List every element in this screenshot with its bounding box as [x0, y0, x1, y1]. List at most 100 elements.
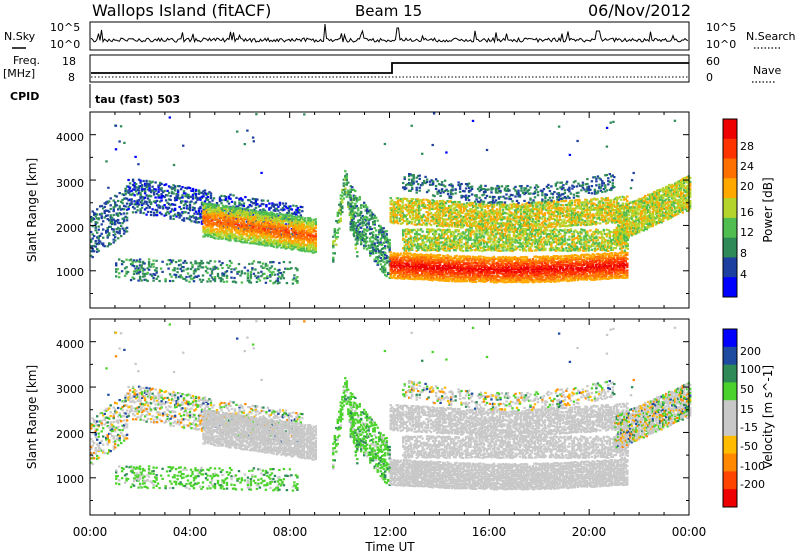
power-cell: [223, 233, 226, 236]
power-cell: [180, 276, 184, 279]
power-cell: [385, 230, 388, 233]
power-cell: [155, 267, 158, 270]
power-cell: [146, 185, 150, 188]
power-cell: [286, 218, 289, 221]
power-cell: [272, 209, 276, 212]
power-cell: [269, 222, 273, 225]
power-cell: [416, 271, 419, 275]
power-cell: [304, 250, 307, 253]
power-cell: [284, 230, 288, 234]
power-cell: [238, 236, 241, 239]
power-cell: [103, 245, 106, 248]
power-cell: [233, 221, 237, 224]
power-cell: [264, 277, 268, 280]
power-cell: [112, 241, 115, 244]
power-cell: [227, 222, 231, 225]
power-cell: [190, 195, 193, 198]
power-cell: [281, 242, 285, 245]
power-cell: [276, 282, 280, 285]
power-cell: [259, 204, 262, 207]
power-cell: [358, 233, 361, 236]
power-cell: [197, 197, 201, 200]
power-cell: [281, 273, 284, 276]
power-cell: [230, 208, 234, 211]
power-cell: [274, 231, 277, 234]
power-cell: [185, 204, 189, 207]
power-cell: [208, 231, 211, 234]
power-cell: [281, 245, 285, 248]
power-cell: [302, 238, 305, 242]
power-cell: [200, 195, 204, 198]
power-cell: [140, 202, 144, 205]
power-cell: [120, 270, 124, 273]
power-cell: [256, 203, 259, 206]
power-cell: [272, 261, 275, 264]
power-cell: [358, 226, 361, 229]
power-cell: [217, 237, 220, 240]
power-cell: [372, 234, 375, 237]
power-cell: [155, 259, 158, 262]
power-cell: [269, 279, 272, 282]
power-cell: [394, 252, 397, 255]
power-cell: [561, 265, 565, 268]
power-cell: [338, 209, 341, 212]
power-cell: [360, 212, 363, 215]
power-cell: [259, 237, 262, 240]
power-cell: [167, 259, 170, 262]
power-cell: [305, 247, 308, 250]
power-cell: [199, 191, 202, 194]
power-cell: [243, 272, 247, 275]
power-cell: [427, 239, 430, 242]
power-cell: [173, 273, 176, 276]
power-cell: [259, 226, 262, 229]
power-cell: [268, 242, 271, 245]
power-cell: [349, 223, 352, 226]
power-cell: [170, 259, 173, 262]
power-cell: [192, 276, 196, 279]
power-cell: [172, 203, 175, 206]
power-cell: [239, 207, 243, 210]
power-cell: [253, 219, 256, 222]
power-cell: [125, 197, 129, 200]
power-cell: [369, 244, 372, 247]
power-cell: [140, 189, 144, 192]
power-cell: [278, 215, 282, 218]
power-cell: [281, 234, 285, 237]
power-cell: [137, 178, 141, 181]
power-cell: [154, 213, 157, 217]
power-cell: [292, 235, 295, 238]
power-cell: [624, 260, 627, 263]
power-cell: [149, 201, 153, 204]
power-cell: [102, 228, 105, 231]
power-cell: [284, 232, 288, 235]
power-cell: [283, 218, 286, 221]
power-cell: [205, 230, 208, 233]
power-cell: [379, 231, 382, 234]
power-cell: [127, 178, 130, 182]
power-cell: [200, 212, 204, 215]
power-cell: [260, 275, 263, 278]
power-cell: [425, 265, 428, 268]
power-cell: [358, 235, 361, 238]
power-cell: [381, 229, 384, 232]
power-cell: [202, 195, 205, 198]
power-cell: [540, 262, 544, 265]
power-cell: [248, 236, 252, 239]
power-cell: [302, 234, 305, 237]
power-cell: [132, 277, 136, 280]
power-cell: [221, 262, 224, 265]
power-cell: [205, 233, 208, 236]
power-cell: [194, 192, 198, 195]
power-cell: [282, 277, 286, 280]
power-cell: [254, 223, 258, 226]
power-cell: [137, 279, 140, 282]
power-cell: [206, 217, 210, 220]
power-cell: [363, 234, 366, 237]
power-cell: [272, 229, 276, 232]
power-cell: [378, 231, 381, 234]
power-cell: [230, 230, 234, 234]
power-cell: [146, 194, 150, 198]
power-cell: [378, 224, 381, 227]
power-cell: [218, 236, 222, 239]
power-cell: [286, 235, 289, 238]
